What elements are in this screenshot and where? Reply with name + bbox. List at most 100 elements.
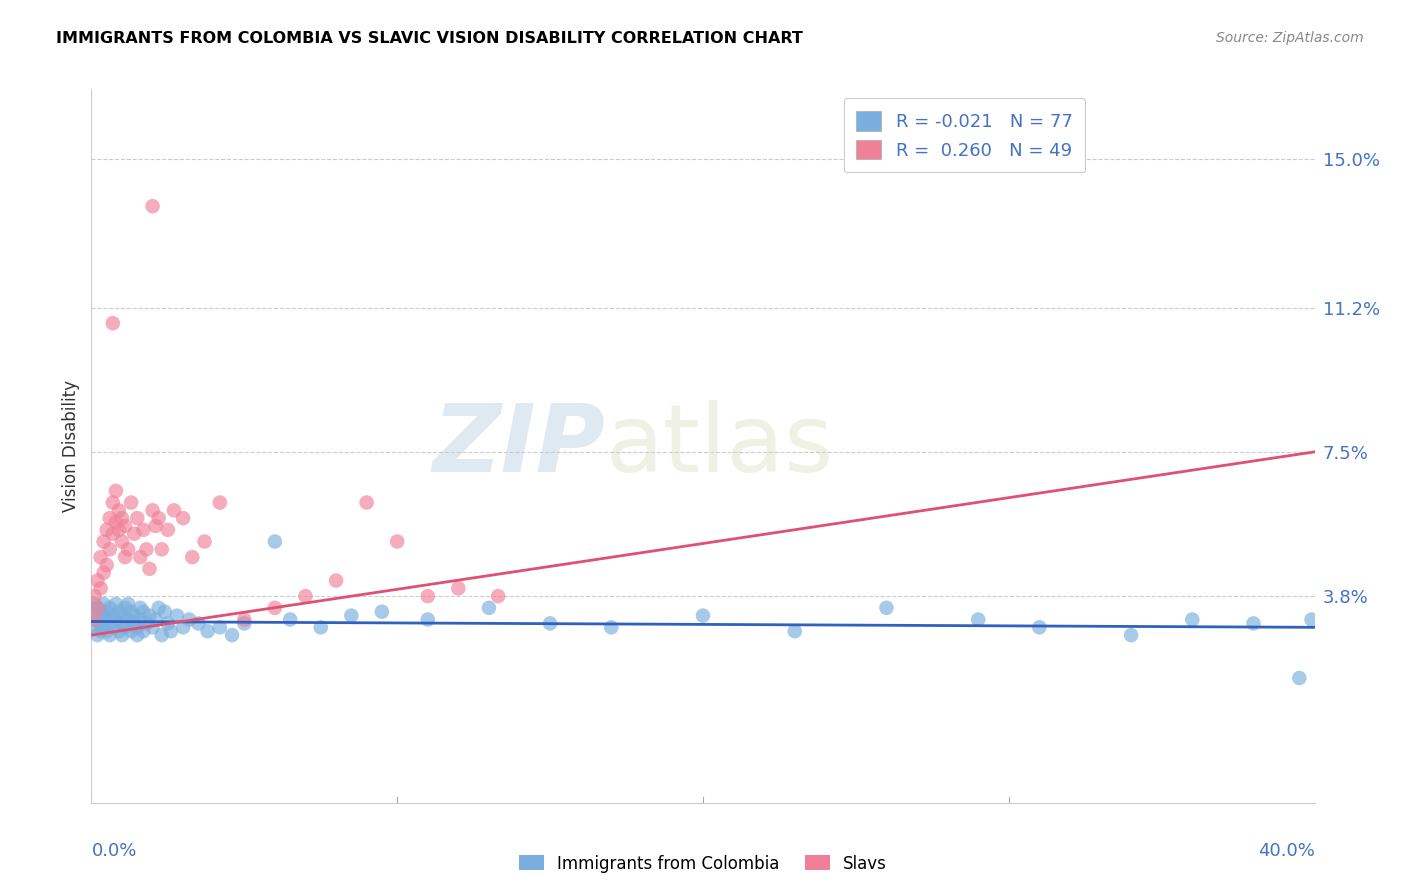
Point [111, 534, 134, 549]
Text: ZIP: ZIP [432, 400, 605, 492]
Point [163, 503, 186, 517]
Point [166, 608, 188, 623]
Point [172, 511, 194, 525]
Point [96, 558, 118, 572]
Point [132, 523, 155, 537]
Point [86, 613, 108, 627]
Point [141, 503, 163, 517]
Point [264, 600, 287, 615]
Point [108, 523, 131, 537]
Point [93, 620, 115, 634]
Point [98, 600, 121, 615]
Point [783, 624, 806, 639]
Point [108, 624, 131, 639]
Point [1301, 613, 1323, 627]
Point [233, 616, 256, 631]
Point [692, 608, 714, 623]
Point [90, 605, 112, 619]
Point [153, 605, 176, 619]
Point [172, 620, 194, 634]
Point [141, 199, 163, 213]
Point [98, 542, 121, 557]
Point [101, 620, 124, 634]
Point [233, 613, 256, 627]
Point [111, 608, 134, 623]
Point [93, 534, 115, 549]
Point [122, 616, 145, 631]
Point [101, 608, 124, 623]
Point [278, 613, 301, 627]
Point [129, 600, 152, 615]
Point [967, 613, 990, 627]
Point [104, 483, 127, 498]
Point [122, 526, 145, 541]
Text: atlas: atlas [605, 400, 834, 492]
Point [108, 605, 131, 619]
Point [104, 597, 127, 611]
Point [181, 550, 204, 565]
Point [98, 628, 121, 642]
Point [117, 613, 139, 627]
Text: Source: ZipAtlas.com: Source: ZipAtlas.com [1216, 31, 1364, 45]
Point [83, 613, 105, 627]
Y-axis label: Vision Disability: Vision Disability [62, 380, 80, 512]
Point [197, 624, 219, 639]
Point [120, 495, 142, 509]
Point [1181, 613, 1204, 627]
Point [120, 605, 142, 619]
Point [83, 597, 105, 611]
Point [416, 613, 439, 627]
Point [385, 534, 409, 549]
Point [86, 574, 108, 588]
Point [294, 589, 316, 603]
Point [83, 589, 105, 603]
Point [135, 616, 157, 631]
Point [96, 613, 118, 627]
Point [145, 613, 167, 627]
Point [1288, 671, 1310, 685]
Point [93, 608, 115, 623]
Point [179, 613, 201, 627]
Text: 0.0%: 0.0% [91, 842, 136, 860]
Point [114, 620, 136, 634]
Point [127, 620, 149, 634]
Point [141, 620, 163, 634]
Point [96, 523, 118, 537]
Point [86, 600, 108, 615]
Point [98, 616, 121, 631]
Point [129, 550, 152, 565]
Point [90, 582, 112, 596]
Text: IMMIGRANTS FROM COLOMBIA VS SLAVIC VISION DISABILITY CORRELATION CHART: IMMIGRANTS FROM COLOMBIA VS SLAVIC VISIO… [56, 31, 803, 46]
Point [83, 620, 105, 634]
Point [101, 495, 124, 509]
Point [111, 616, 134, 631]
Point [111, 511, 134, 525]
Point [264, 534, 287, 549]
Point [875, 600, 898, 615]
Point [96, 624, 118, 639]
Point [156, 523, 179, 537]
Point [96, 605, 118, 619]
Point [356, 495, 378, 509]
Point [1028, 620, 1050, 634]
Text: 40.0%: 40.0% [1258, 842, 1315, 860]
Point [114, 600, 136, 615]
Point [309, 620, 332, 634]
Point [208, 620, 231, 634]
Point [156, 616, 179, 631]
Point [90, 616, 112, 631]
Point [325, 574, 347, 588]
Point [127, 511, 149, 525]
Legend: Immigrants from Colombia, Slavs: Immigrants from Colombia, Slavs [512, 848, 894, 880]
Point [340, 608, 363, 623]
Point [187, 616, 209, 631]
Point [478, 600, 501, 615]
Point [538, 616, 561, 631]
Point [101, 316, 124, 330]
Legend: R = -0.021   N = 77, R =  0.260   N = 49: R = -0.021 N = 77, R = 0.260 N = 49 [844, 98, 1085, 172]
Point [1243, 616, 1265, 631]
Point [98, 511, 121, 525]
Point [221, 628, 243, 642]
Point [208, 495, 231, 509]
Point [132, 624, 155, 639]
